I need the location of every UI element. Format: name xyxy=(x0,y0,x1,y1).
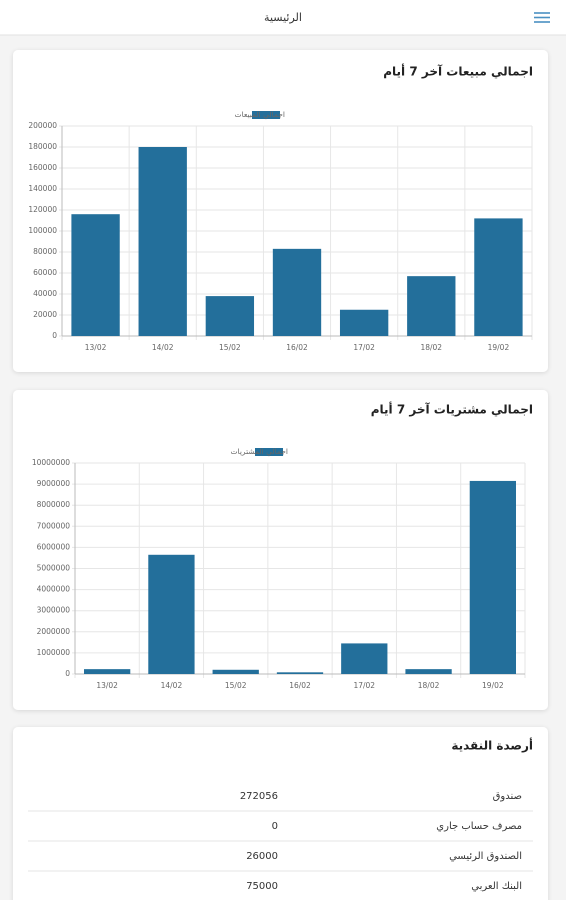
y-tick-label: 0 xyxy=(52,331,57,340)
y-tick-label: 20000 xyxy=(33,310,57,319)
x-tick-label: 17/02 xyxy=(353,343,375,352)
row-value: 26000 xyxy=(246,851,278,862)
y-tick-label: 9000000 xyxy=(37,479,71,488)
card xyxy=(13,390,548,710)
y-tick-label: 80000 xyxy=(33,247,57,256)
y-tick-label: 4000000 xyxy=(37,585,71,594)
y-tick-label: 100000 xyxy=(28,226,57,235)
legend-swatch xyxy=(252,111,280,119)
bar xyxy=(84,669,131,674)
row-value: 272056 xyxy=(240,791,278,802)
bar xyxy=(407,276,456,336)
x-tick-label: 13/02 xyxy=(85,343,107,352)
y-tick-label: 180000 xyxy=(28,142,57,151)
y-tick-label: 140000 xyxy=(28,184,57,193)
bar xyxy=(71,214,120,336)
y-tick-label: 200000 xyxy=(28,121,57,130)
row-label: الصندوق الرئيسي xyxy=(449,851,522,862)
y-tick-label: 7000000 xyxy=(37,521,71,530)
x-tick-label: 19/02 xyxy=(482,681,504,690)
x-tick-label: 15/02 xyxy=(225,681,247,690)
bar xyxy=(276,672,324,674)
y-tick-label: 2000000 xyxy=(37,627,71,636)
row-value: 0 xyxy=(272,821,278,832)
y-tick-label: 0 xyxy=(65,669,70,678)
bar xyxy=(205,296,255,336)
page-title: الرئيسية xyxy=(264,11,302,24)
cash-table: صندوق 272056 مصرف حساب جاري 0 الصندوق الرئيس… xyxy=(28,791,533,892)
top-bar xyxy=(0,0,566,35)
x-tick-label: 18/02 xyxy=(418,681,440,690)
card-title: أرصدة النقدية xyxy=(451,738,533,753)
chart-title: اجمالي مشتريات آخر 7 أيام xyxy=(371,402,533,418)
x-tick-label: 18/02 xyxy=(420,343,442,352)
y-tick-label: 5000000 xyxy=(37,564,71,573)
bar xyxy=(474,218,523,336)
y-tick-label: 6000000 xyxy=(37,542,71,551)
x-tick-label: 14/02 xyxy=(152,343,174,352)
bar xyxy=(339,309,389,336)
y-tick-label: 3000000 xyxy=(37,606,71,615)
x-tick-label: 19/02 xyxy=(488,343,510,352)
x-tick-label: 16/02 xyxy=(286,343,308,352)
bar xyxy=(138,147,187,336)
row-label: مصرف حساب جاري xyxy=(436,821,522,832)
menu-button[interactable] xyxy=(530,8,554,28)
bar xyxy=(272,248,322,336)
card xyxy=(13,727,548,900)
y-tick-label: 120000 xyxy=(28,205,57,214)
y-tick-label: 60000 xyxy=(33,268,57,277)
x-tick-label: 14/02 xyxy=(161,681,183,690)
x-tick-label: 13/02 xyxy=(96,681,118,690)
y-tick-label: 40000 xyxy=(33,289,57,298)
x-tick-label: 17/02 xyxy=(353,681,375,690)
bar xyxy=(405,669,452,674)
y-tick-label: 10000000 xyxy=(32,458,70,467)
legend-swatch xyxy=(255,448,283,456)
x-tick-label: 15/02 xyxy=(219,343,241,352)
y-tick-label: 8000000 xyxy=(37,500,71,509)
y-tick-label: 160000 xyxy=(28,163,57,172)
chart-title: اجمالي مبيعات آخر 7 أيام xyxy=(383,64,533,80)
legend-label: اجمالي المبيعات xyxy=(235,110,285,119)
row-label: البنك العربي xyxy=(471,881,522,892)
row-value: 75000 xyxy=(246,881,278,892)
y-tick-label: 1000000 xyxy=(37,648,71,657)
bar xyxy=(341,643,388,674)
bar xyxy=(212,669,259,674)
x-tick-label: 16/02 xyxy=(289,681,311,690)
bar xyxy=(469,480,516,674)
row-label: صندوق xyxy=(493,791,522,802)
legend-label: اجمالي المشتريات xyxy=(231,447,289,456)
bar xyxy=(148,554,195,674)
